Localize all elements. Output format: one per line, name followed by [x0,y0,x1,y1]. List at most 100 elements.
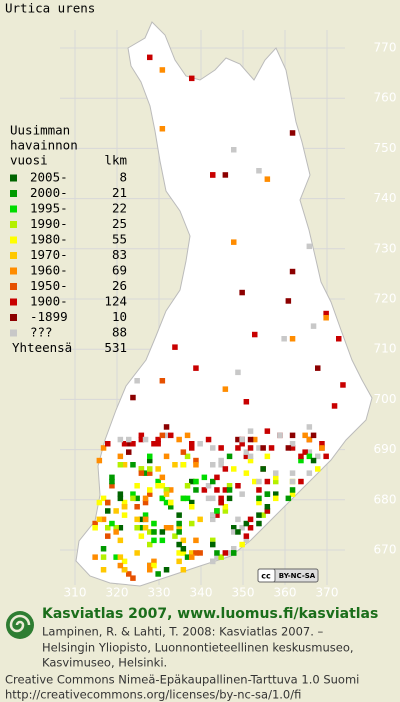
observation-square [289,491,296,497]
observation-square [289,432,296,439]
observation-square [189,550,195,556]
observation-square [168,432,174,439]
observation-square [210,462,216,468]
observation-square [222,550,229,556]
observation-square [315,466,321,472]
observation-square [147,457,153,464]
observation-square [121,558,128,565]
legend-swatch [10,205,17,213]
observation-square [201,474,208,481]
badge-cc-box [257,568,276,583]
legend-count: 88 [112,325,127,340]
observation-square [226,453,233,460]
observation-square [226,483,233,489]
observation-square [130,495,136,502]
observation-square [218,462,224,468]
east-label: 360 [274,586,297,600]
observation-square [277,432,283,439]
observation-square [256,445,262,451]
citation-line: Helsingin Yliopisto, Luonnontieteellinen… [42,641,354,655]
observation-square [256,478,262,485]
observation-square [100,445,107,451]
observation-square [105,525,111,531]
legend-swatch [10,298,17,306]
observation-square [264,453,271,460]
observation-square [243,453,250,460]
north-label: 730 [374,241,397,255]
observation-square [336,336,342,342]
legend-total-label: Yhteensä [12,340,72,355]
observation-square [193,478,199,485]
observation-square [176,525,182,531]
observation-square [210,558,216,565]
observation-square [289,130,296,136]
observation-square [239,436,245,443]
observation-square [105,533,111,539]
observation-square [105,499,111,506]
observation-square [264,176,271,182]
observation-square [247,516,254,523]
observation-square [243,520,250,527]
observation-square [117,554,124,560]
observation-square [268,445,275,451]
observation-square [239,541,245,548]
observation-square [189,75,195,82]
observation-square [298,453,304,460]
observation-square [289,470,296,476]
observation-square [180,462,187,468]
observation-square [247,428,254,434]
observation-square [142,512,149,518]
observation-square [168,525,174,531]
observation-square [138,525,145,531]
observation-square [210,537,216,544]
observation-square [176,520,182,527]
observation-square [142,495,149,502]
observation-square [256,495,262,502]
observation-square [210,495,216,502]
observation-square [138,516,145,523]
observation-square [163,424,170,430]
observation-square [176,529,182,535]
legend-count: 22 [112,201,127,216]
observation-square [289,478,296,485]
observation-square [172,462,178,468]
observation-square [142,470,149,476]
north-label: 700 [374,392,397,406]
observation-square [155,478,161,485]
observation-square [323,315,329,321]
observation-square [163,453,170,460]
legend-label: 1970- [30,247,68,262]
observation-square [243,470,250,476]
observation-square [315,453,321,460]
observation-square [247,445,254,451]
observation-square [189,445,195,451]
observation-square [264,478,271,485]
legend-label: 1980- [30,232,68,247]
observation-square [134,525,140,531]
observation-square [235,445,241,451]
observation-square [260,512,266,518]
observation-square [121,512,128,518]
observation-square [193,550,199,556]
observation-square [310,323,317,329]
observation-square [289,441,296,447]
observation-square [168,487,174,493]
badge-cc: cc [261,572,271,581]
observation-square [218,495,224,502]
north-label: 720 [374,292,397,306]
observation-square [264,508,271,514]
observation-square [130,462,136,468]
observation-square [243,399,250,405]
observation-square [239,441,245,447]
observation-square [138,533,145,539]
observation-square [121,462,128,468]
observation-square [289,336,296,342]
observation-square [281,336,287,342]
map-title: Urtica urens [5,1,95,16]
observation-square [138,466,145,472]
observation-square [197,516,203,523]
north-label: 670 [374,543,397,557]
observation-square [184,495,191,502]
observation-square [100,554,107,560]
observation-square [256,499,262,506]
